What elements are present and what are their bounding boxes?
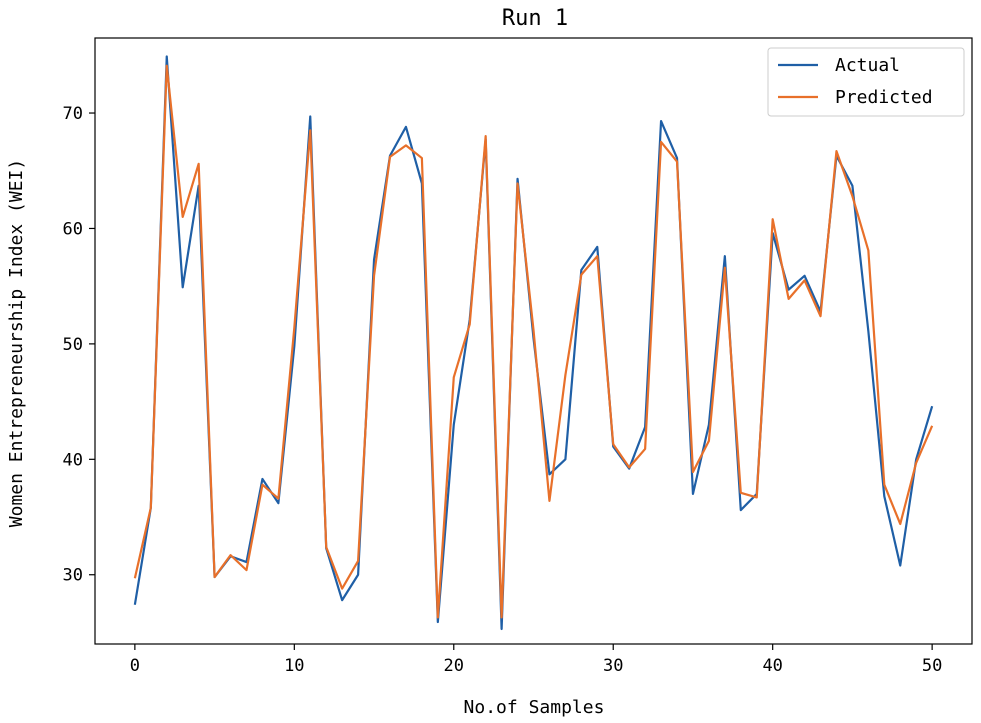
- y-tick-label: 60: [63, 219, 83, 239]
- y-tick-label: 70: [63, 104, 83, 124]
- x-tick-label: 20: [444, 656, 464, 676]
- x-tick-label: 0: [130, 656, 140, 676]
- x-tick-label: 10: [284, 656, 304, 676]
- chart-title: Run 1: [502, 6, 568, 31]
- x-tick-label: 40: [762, 656, 782, 676]
- y-tick-label: 30: [63, 566, 83, 586]
- plot-area: 0 10 20 30 40 50 30 40 50 60 70: [63, 37, 973, 676]
- y-axis: 30 40 50 60 70: [63, 104, 95, 586]
- y-tick-label: 50: [63, 335, 83, 355]
- x-axis-label: No.of Samples: [464, 697, 605, 718]
- legend-label-predicted: Predicted: [835, 87, 933, 108]
- x-tick-label: 50: [922, 656, 942, 676]
- x-tick-label: 30: [603, 656, 623, 676]
- y-axis-label: Women Entrepreneurship Index (WEI): [6, 159, 27, 527]
- legend: Actual Predicted: [767, 47, 965, 117]
- series-lines: [133, 55, 934, 631]
- y-tick-label: 40: [63, 450, 83, 470]
- x-axis: 0 10 20 30 40 50: [130, 644, 942, 676]
- legend-label-actual: Actual: [835, 55, 900, 76]
- series-line-predicted: [133, 64, 934, 619]
